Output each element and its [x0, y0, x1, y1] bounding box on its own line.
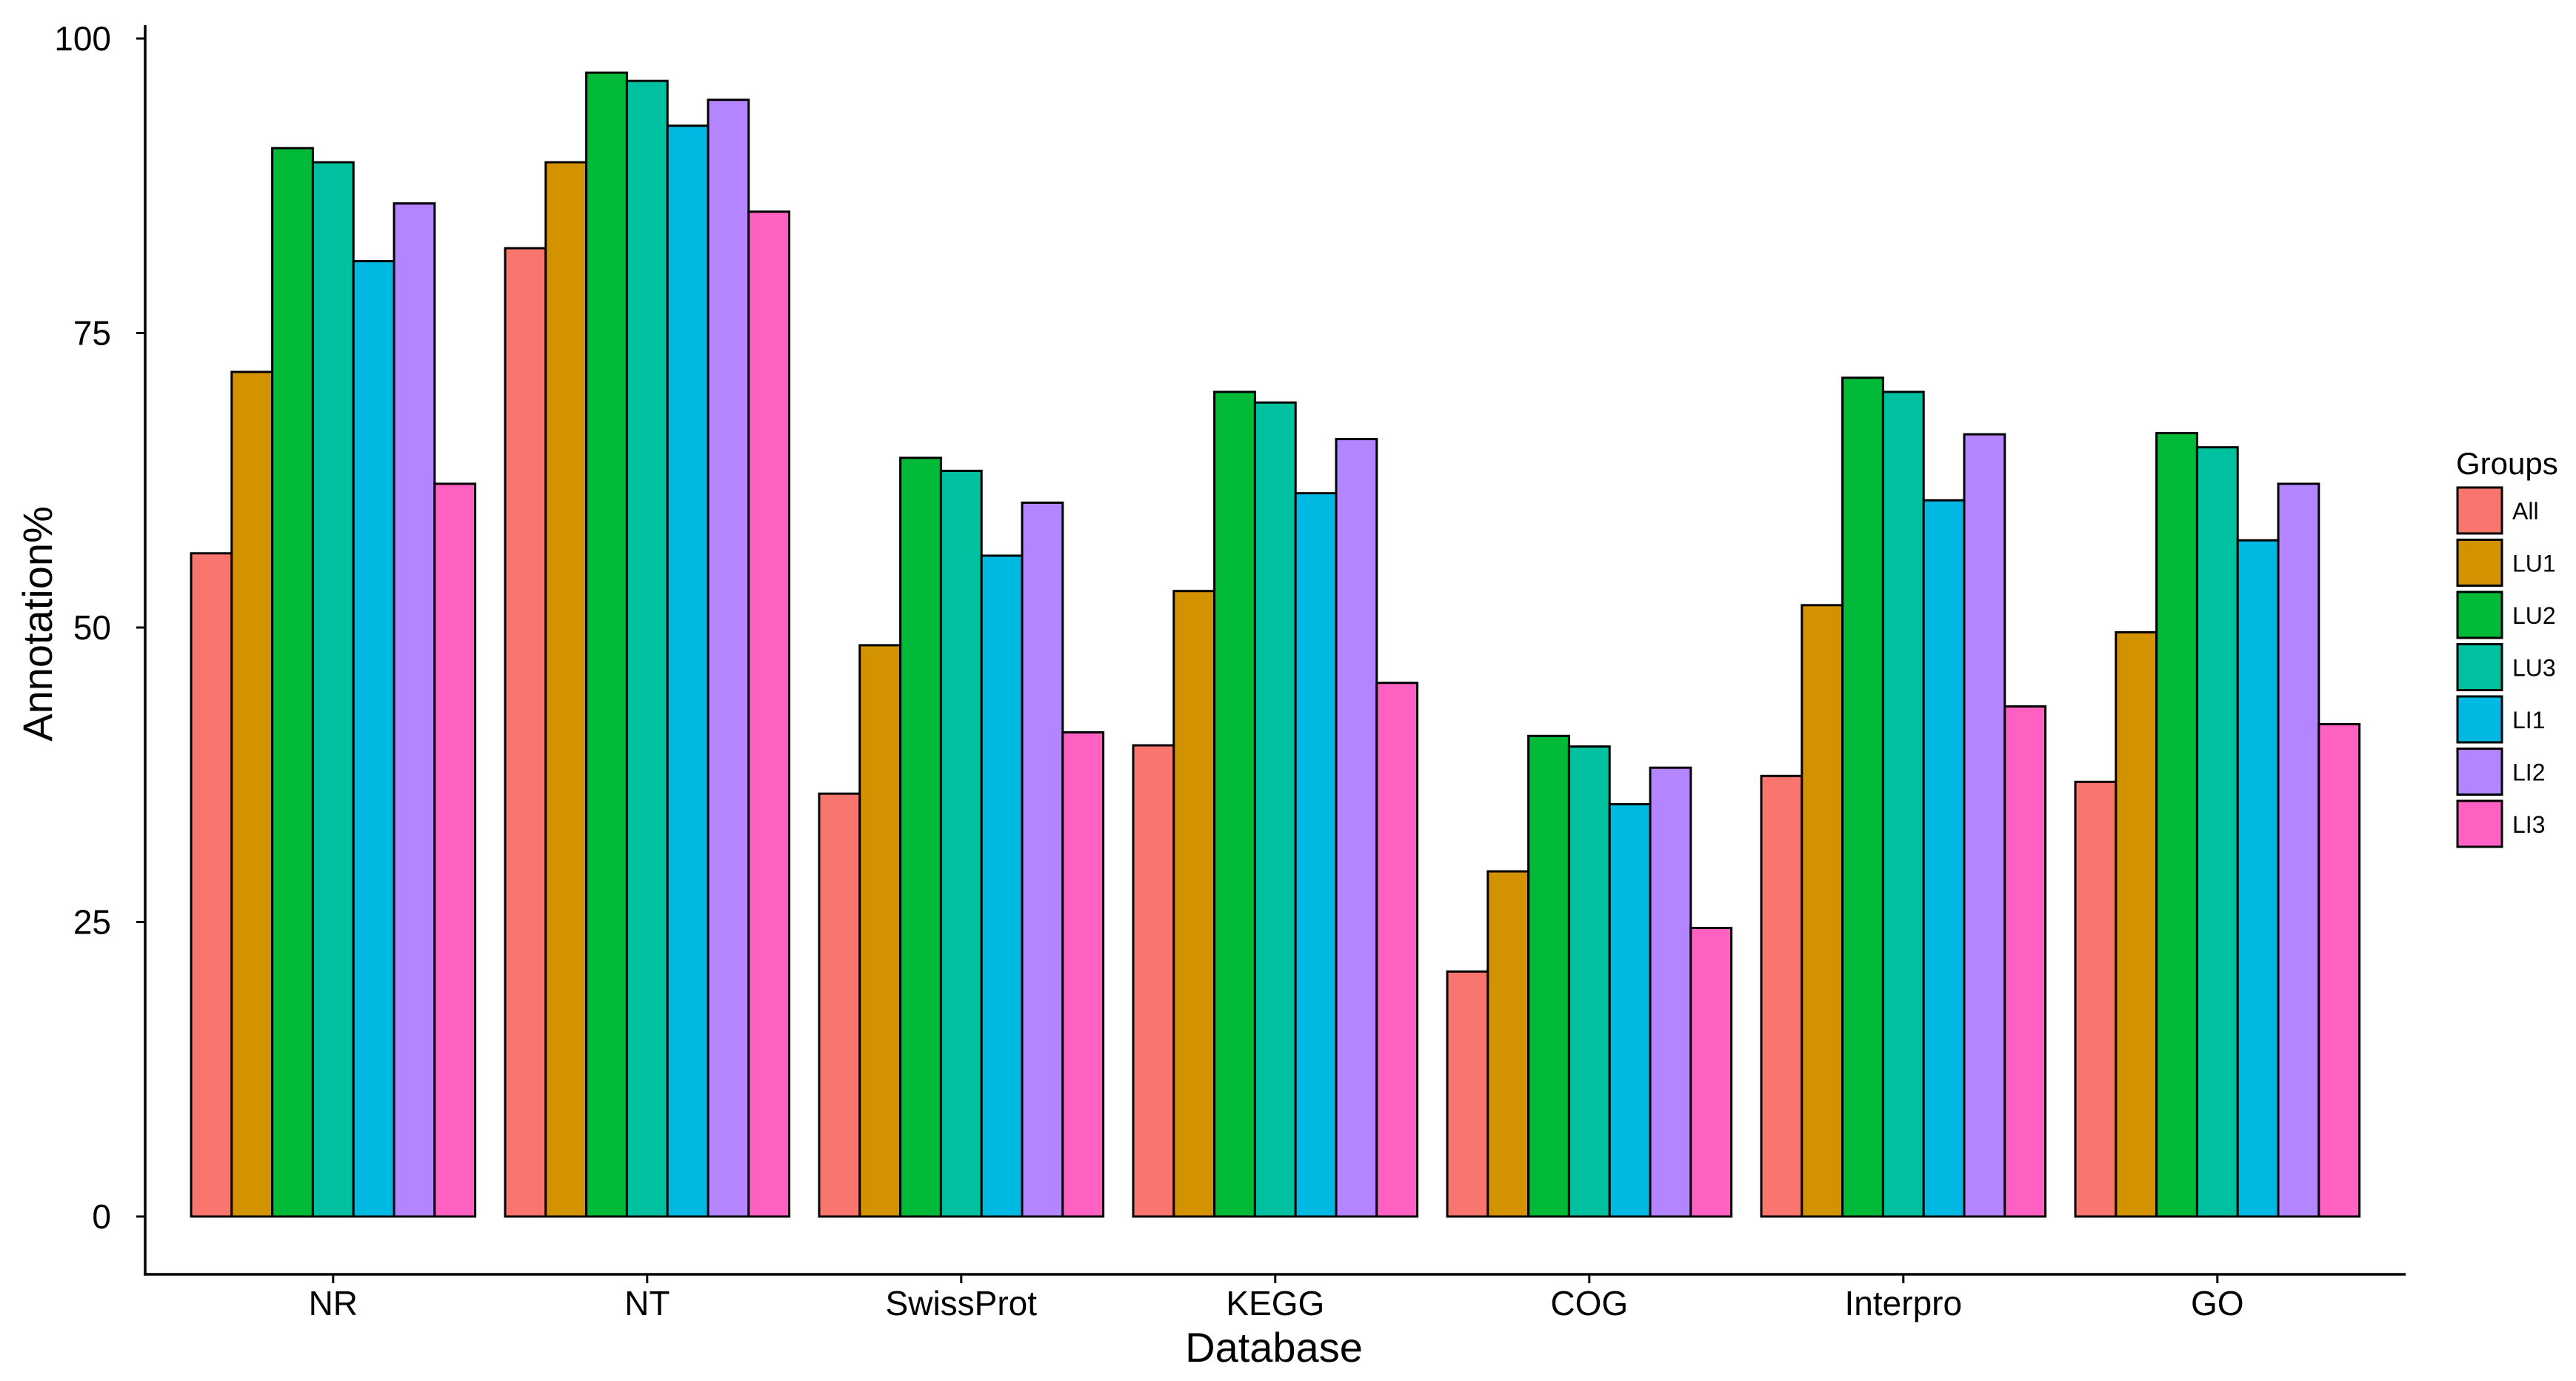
- legend-label-li3: LI3: [2512, 811, 2545, 838]
- legend-key-li3: [2456, 799, 2503, 848]
- bar-nr-all: [190, 552, 233, 1218]
- bar-nr-lu1: [230, 370, 274, 1218]
- bar-go-all: [2074, 780, 2118, 1218]
- x-tick-label-go: GO: [2191, 1284, 2244, 1322]
- legend-label-lu2: LU2: [2512, 602, 2556, 629]
- bar-nt-lu1: [544, 161, 588, 1218]
- bar-cog-lu1: [1486, 870, 1530, 1218]
- bar-cog-li1: [1608, 803, 1652, 1218]
- bar-kegg-lu1: [1172, 590, 1216, 1218]
- bar-kegg-lu3: [1253, 401, 1297, 1218]
- bar-nt-li2: [707, 99, 750, 1218]
- bar-kegg-lu2: [1213, 390, 1256, 1218]
- bar-cog-lu2: [1527, 734, 1570, 1218]
- y-tick-label: 25: [73, 903, 111, 942]
- bar-swissprot-lu1: [858, 644, 902, 1218]
- bar-interpro-all: [1760, 774, 1803, 1218]
- bars-group: [190, 71, 2361, 1218]
- bar-interpro-lu3: [1881, 390, 1925, 1218]
- bar-go-li3: [2318, 722, 2361, 1218]
- bar-nt-li1: [666, 124, 710, 1218]
- axes-group: 0 25 50 75 100 NR NT SwissProt KEGG COG Interpro GO…: [14, 19, 2406, 1371]
- bar-nr-li2: [393, 202, 436, 1218]
- x-tick-label-swissprot: SwissProt: [886, 1284, 1038, 1322]
- legend-label-li1: LI1: [2512, 707, 2545, 733]
- bar-interpro-li1: [1922, 499, 1966, 1218]
- x-tick-label-nt: NT: [624, 1284, 670, 1322]
- bar-nr-lu3: [311, 161, 355, 1218]
- bar-nt-lu2: [585, 71, 628, 1218]
- bar-kegg-li1: [1294, 492, 1338, 1218]
- bar-kegg-li3: [1375, 682, 1419, 1218]
- bar-swissprot-li3: [1061, 731, 1105, 1218]
- x-tick-label-interpro: Interpro: [1845, 1284, 1963, 1322]
- x-tick-label-kegg: KEGG: [1226, 1284, 1324, 1322]
- x-tick-label-cog: COG: [1550, 1284, 1628, 1322]
- bar-interpro-lu1: [1801, 604, 1844, 1218]
- y-tick-label: 100: [54, 19, 111, 58]
- legend-key-lu2: [2456, 590, 2503, 639]
- legend-key-lu1: [2456, 539, 2503, 587]
- legend-title: Groups: [2456, 446, 2558, 481]
- legend-label-li2: LI2: [2512, 759, 2545, 786]
- bar-kegg-all: [1132, 744, 1175, 1218]
- bar-cog-li2: [1649, 766, 1692, 1218]
- bar-swissprot-all: [818, 792, 861, 1218]
- legend-label-lu3: LU3: [2512, 655, 2556, 682]
- bar-go-lu3: [2195, 446, 2239, 1218]
- legend-label-all: All: [2512, 498, 2539, 525]
- bar-swissprot-lu3: [939, 470, 983, 1218]
- bar-swissprot-lu2: [899, 456, 942, 1218]
- y-axis-title: Annotation%: [14, 506, 61, 742]
- bar-go-lu2: [2155, 432, 2198, 1218]
- y-tick-label: 75: [73, 314, 111, 353]
- bar-swissprot-li2: [1021, 502, 1064, 1218]
- legend-key-all: [2456, 486, 2503, 535]
- bar-go-li1: [2236, 539, 2280, 1218]
- legend-key-lu3: [2456, 643, 2503, 691]
- legend-key-li2: [2456, 748, 2503, 796]
- legend-key-li1: [2456, 695, 2503, 744]
- legend-label-lu1: LU1: [2512, 550, 2556, 577]
- bar-go-li2: [2277, 482, 2320, 1218]
- bar-interpro-li3: [2003, 705, 2047, 1218]
- bar-kegg-li2: [1335, 438, 1378, 1218]
- bar-nt-lu3: [625, 79, 669, 1218]
- x-axis-title: Database: [1185, 1324, 1363, 1371]
- bar-cog-lu3: [1567, 745, 1611, 1218]
- bar-nt-all: [504, 247, 547, 1218]
- bar-nr-lu2: [271, 147, 314, 1218]
- bar-cog-li3: [1689, 927, 1733, 1218]
- bar-interpro-li2: [1963, 433, 2006, 1218]
- bar-nr-li1: [352, 260, 396, 1218]
- bar-swissprot-li1: [980, 554, 1024, 1218]
- bar-cog-all: [1446, 970, 1489, 1218]
- bar-nt-li3: [747, 210, 791, 1218]
- bar-nr-li3: [433, 482, 477, 1218]
- x-tick-label-nr: NR: [309, 1284, 358, 1322]
- bar-go-lu1: [2115, 630, 2158, 1218]
- legend: Groups All LU1 LU2 LU3 LI1 LI2 LI3: [2456, 446, 2558, 848]
- bar-interpro-lu2: [1841, 376, 1884, 1218]
- y-tick-label: 50: [73, 608, 111, 647]
- y-tick-label: 0: [92, 1197, 111, 1236]
